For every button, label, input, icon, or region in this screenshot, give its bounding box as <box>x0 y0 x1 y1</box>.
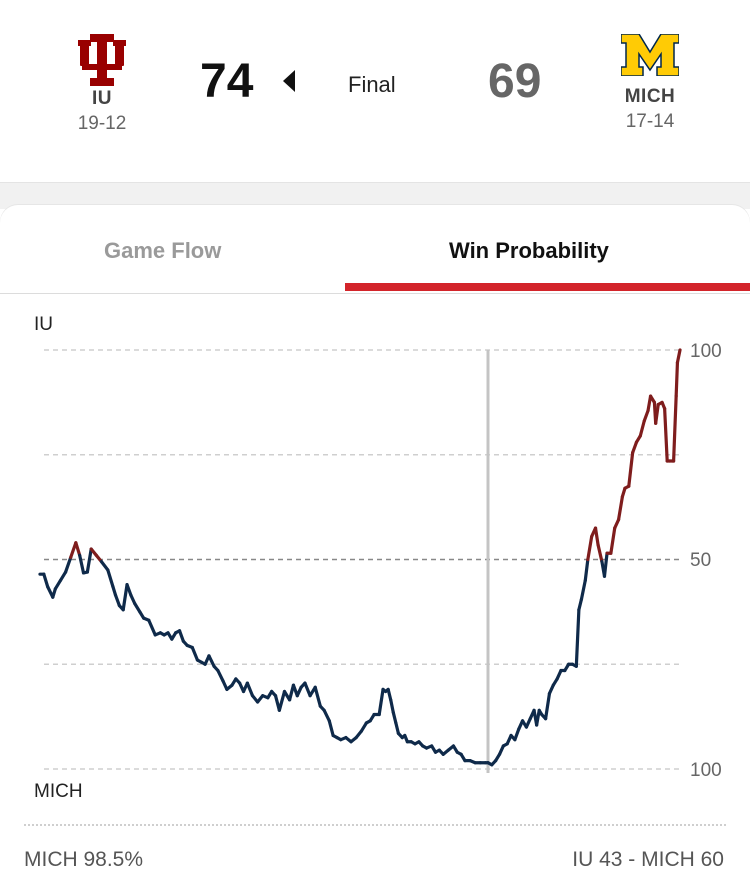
win-probability-segment <box>322 708 331 723</box>
win-probability-segment <box>391 710 398 725</box>
chart-bottom-label: MICH <box>34 781 83 802</box>
win-probability-segment <box>147 618 157 637</box>
win-probability-segment <box>58 570 68 583</box>
win-probability-segment <box>74 541 82 557</box>
winner-arrow-icon <box>283 70 295 92</box>
tab-win-probability[interactable]: Win Probability <box>449 238 609 263</box>
win-probability-segment <box>638 419 646 438</box>
win-probability-segment <box>671 394 678 463</box>
tab-game-flow[interactable]: Game Flow <box>104 238 222 263</box>
win-probability-segment <box>675 348 682 365</box>
win-probability-segment <box>78 553 86 575</box>
footer-win-probability: MICH 98.5% <box>24 848 144 871</box>
y-tick-label: 100 <box>690 760 722 781</box>
win-probability-segment <box>596 543 604 564</box>
win-probability-segment <box>583 557 590 583</box>
win-probability-segment <box>579 578 587 601</box>
win-probability-segment <box>663 407 669 463</box>
win-probability-segment <box>327 719 335 738</box>
win-probability-segment <box>359 721 368 733</box>
y-tick-label: 50 <box>690 550 711 571</box>
win-probability-segment <box>602 551 609 578</box>
section-divider <box>0 182 750 209</box>
scoreboard: IU 19-12 74 Final 69 MICH 17-14 <box>0 0 750 182</box>
tab-bar: Game Flow Win Probability <box>0 205 750 294</box>
win-probability-segment <box>133 601 142 614</box>
home-team[interactable]: IU 19-12 <box>42 34 162 135</box>
win-probability-segment <box>63 555 73 574</box>
win-probability-segment <box>245 681 255 698</box>
win-probability-segment <box>577 597 584 612</box>
home-team-record: 19-12 <box>77 113 127 134</box>
game-status: Final <box>348 72 396 97</box>
away-team-abbr: MICH <box>624 86 676 107</box>
win-probability-segment <box>593 526 600 547</box>
footer-halftime-score: IU 43 - MICH 60 <box>572 848 724 871</box>
y-tick-label: 100 <box>690 341 722 362</box>
win-probability-segment <box>646 394 653 413</box>
home-team-abbr: IU <box>92 88 112 109</box>
win-probability-segment <box>642 409 650 423</box>
win-probability-segment <box>113 593 121 608</box>
win-probability-segment <box>53 578 63 591</box>
win-probability-segment <box>190 645 200 662</box>
chart-card: Game Flow Win Probability <box>0 205 750 889</box>
active-tab-indicator <box>345 283 750 291</box>
win-probability-segment <box>121 583 129 612</box>
win-probability-segment <box>85 547 93 574</box>
win-probability-segment <box>216 668 225 683</box>
win-probability-segment <box>389 698 395 715</box>
win-probability-segment <box>207 654 216 668</box>
win-probability-segment <box>609 526 617 555</box>
win-probability-segment <box>616 495 625 522</box>
win-probability-segment <box>654 402 660 425</box>
win-probability-segment <box>394 721 400 735</box>
chart-top-label: IU <box>34 314 53 335</box>
win-probability-segment <box>106 568 115 589</box>
win-probability-segment <box>543 691 552 721</box>
win-probability-segment <box>277 689 287 712</box>
indiana-logo-icon <box>78 34 126 86</box>
win-probability-segment <box>377 687 385 717</box>
win-probability-segment <box>631 440 639 455</box>
win-probability-segment <box>627 451 635 488</box>
win-probability-segment <box>125 583 133 597</box>
win-probability-segment <box>99 559 110 572</box>
michigan-logo-icon <box>621 34 679 76</box>
win-probability-segment <box>177 629 185 643</box>
away-score: 69 <box>488 55 542 108</box>
win-probability-segment <box>513 727 521 742</box>
footer-divider <box>24 824 726 826</box>
win-probability-segment <box>586 534 594 562</box>
home-score: 74 <box>200 55 254 108</box>
win-probability-segment <box>535 708 541 727</box>
win-probability-segment <box>574 608 581 668</box>
win-probability-segment <box>42 572 50 589</box>
win-probability-segment <box>386 687 393 702</box>
away-team-record: 17-14 <box>625 111 675 132</box>
win-probability-segment <box>313 685 322 708</box>
win-probability-segment <box>674 360 680 398</box>
win-probability-segment <box>303 681 312 698</box>
away-team[interactable]: MICH 17-14 <box>590 34 710 133</box>
